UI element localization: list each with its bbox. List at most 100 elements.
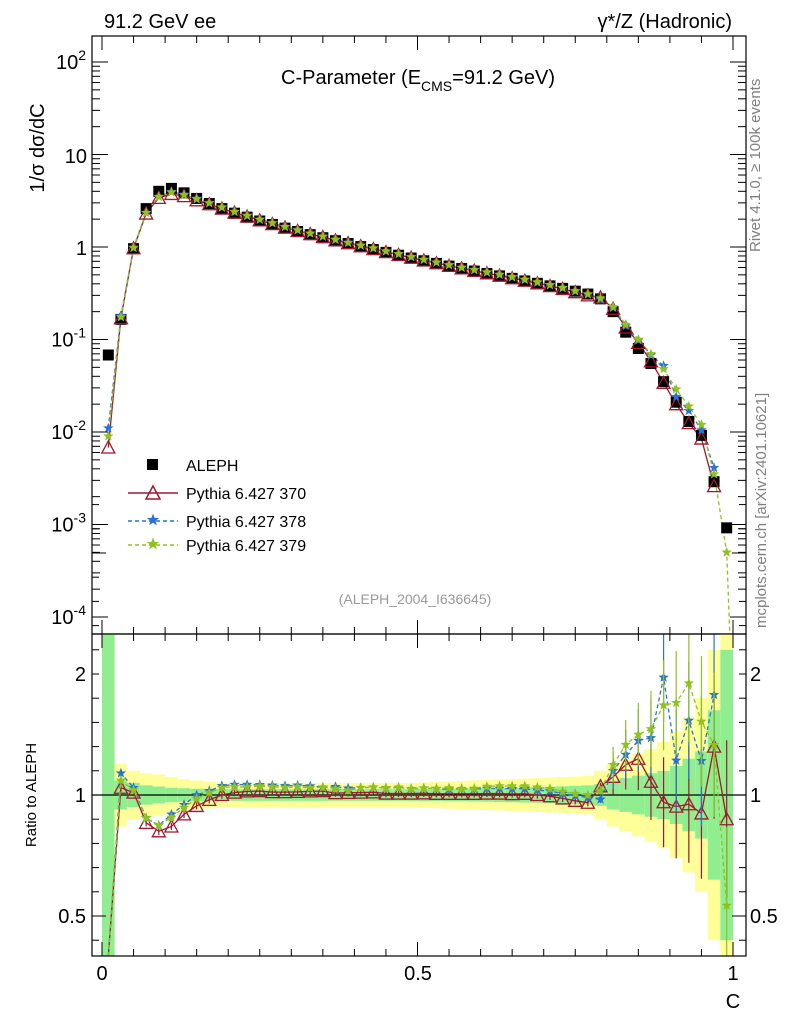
ratio-point-379 (418, 782, 430, 793)
ratio-point-370 (353, 784, 369, 799)
data-point-370 (239, 208, 255, 223)
data-point-379 (140, 207, 152, 218)
data-point-370 (403, 249, 419, 264)
ratio-line-379 (107, 681, 728, 957)
ratio-ticks (92, 504, 746, 956)
data-point-370 (580, 287, 596, 302)
data-point-379 (683, 400, 695, 411)
data-point-379 (317, 230, 329, 241)
ratio-point-379 (721, 900, 732, 911)
chart-title-sub: CMS (421, 78, 452, 94)
ratio-point-379 (595, 785, 606, 796)
ratio-tick-left-1: 1 (75, 785, 86, 807)
data-point-370 (630, 334, 646, 350)
ratio-point-370 (403, 785, 419, 800)
y-tick-label-exponent: -1 (74, 325, 87, 341)
ratio-point-370 (214, 787, 230, 802)
data-point-370 (491, 267, 508, 282)
ratio-point-370 (454, 785, 470, 800)
ratio-point-379 (456, 783, 467, 794)
y-tick-label-base: 10 (51, 422, 73, 444)
data-point-379 (506, 271, 518, 282)
ratio-point-370 (327, 785, 344, 800)
y-tick-label-power: 102 (56, 47, 86, 74)
data-point-379 (494, 268, 505, 279)
legend-label-370: Pythia 6.427 370 (186, 486, 306, 503)
ratio-point-370 (189, 798, 205, 813)
ratio-line-370 (107, 746, 728, 957)
data-point-379 (229, 206, 240, 217)
ratio-point-370 (466, 785, 482, 800)
ratio-point-370 (719, 811, 735, 826)
data-point-370 (681, 415, 697, 430)
ratio-point-379 (342, 785, 354, 796)
y-tick-label-exponent: -2 (74, 417, 87, 433)
data-point-379 (279, 221, 291, 232)
data-point-379 (670, 383, 682, 394)
data-point-379 (128, 242, 139, 253)
ratio-point-370 (479, 785, 495, 800)
ratio-point-378 (115, 767, 127, 778)
data-point-379 (532, 276, 543, 287)
ratio-point-370 (226, 784, 243, 799)
data-point-379 (178, 189, 190, 200)
ratio-point-379 (633, 729, 644, 739)
data-point-aleph (695, 429, 707, 441)
x-tick-label-2: 1 (727, 963, 738, 985)
data-point-aleph (620, 326, 632, 338)
ratio-point-379 (393, 782, 404, 792)
data-point-370 (428, 255, 445, 270)
data-point-370 (201, 196, 217, 211)
data-point-379 (595, 292, 606, 303)
data-point-aleph (115, 313, 127, 325)
ratio-tick-left-0: 0.5 (58, 906, 86, 928)
ratio-point-370 (151, 823, 167, 838)
ratio-point-370 (567, 792, 583, 807)
data-point-370 (643, 353, 659, 368)
legend-label-aleph: ALEPH (186, 458, 238, 475)
y-tick-label-power: 10-2 (51, 417, 86, 444)
data-point-379 (292, 224, 303, 235)
header-left: 91.2 GeV ee (104, 11, 216, 33)
ratio-point-379 (140, 812, 152, 823)
ratio-point-370 (542, 788, 558, 803)
data-point-370 (517, 272, 533, 287)
legend-marker-379 (146, 537, 160, 550)
data-point-370 (214, 200, 230, 215)
data-point-370 (138, 205, 154, 220)
ratio-point-379 (570, 788, 581, 798)
data-point-379 (418, 254, 430, 265)
ratio-point-370 (441, 785, 457, 800)
data-point-370 (555, 281, 571, 296)
ratio-point-379 (355, 782, 366, 793)
ratio-tick-right-2: 2 (750, 664, 761, 686)
data-point-370 (264, 216, 280, 231)
ratio-y-axis-label: Ratio to ALEPH (23, 743, 40, 847)
ratio-point-379 (204, 787, 215, 798)
y-tick-label-base: 10 (56, 52, 78, 74)
main-ticks (92, 36, 746, 634)
data-point-370 (618, 319, 634, 334)
ratio-point-370 (655, 794, 672, 809)
x-axis-label: C (726, 991, 740, 1013)
data-point-370 (668, 396, 684, 411)
ratio-point-379 (216, 782, 228, 793)
ratio-point-370 (277, 784, 293, 799)
data-point-379 (481, 266, 493, 277)
ratio-point-379 (178, 802, 190, 813)
data-point-aleph (670, 396, 682, 408)
data-point-370 (125, 240, 142, 255)
header-right: γ*/Z (Hadronic) (598, 11, 732, 33)
y-tick-label-base: 10 (51, 515, 73, 537)
data-point-379 (393, 248, 404, 259)
data-point-379 (557, 282, 568, 293)
ratio-point-370 (378, 785, 394, 800)
data-point-379 (645, 348, 657, 359)
analysis-id: (ALEPH_2004_I636645) (339, 591, 492, 607)
ratio-point-379 (683, 677, 695, 688)
y-tick-label-power: 10-1 (51, 325, 86, 352)
ratio-point-378 (595, 793, 606, 804)
data-point-379 (330, 234, 341, 245)
data-point-379 (204, 197, 215, 208)
y-axis-label: 1/σ dσ/dC (27, 103, 49, 192)
